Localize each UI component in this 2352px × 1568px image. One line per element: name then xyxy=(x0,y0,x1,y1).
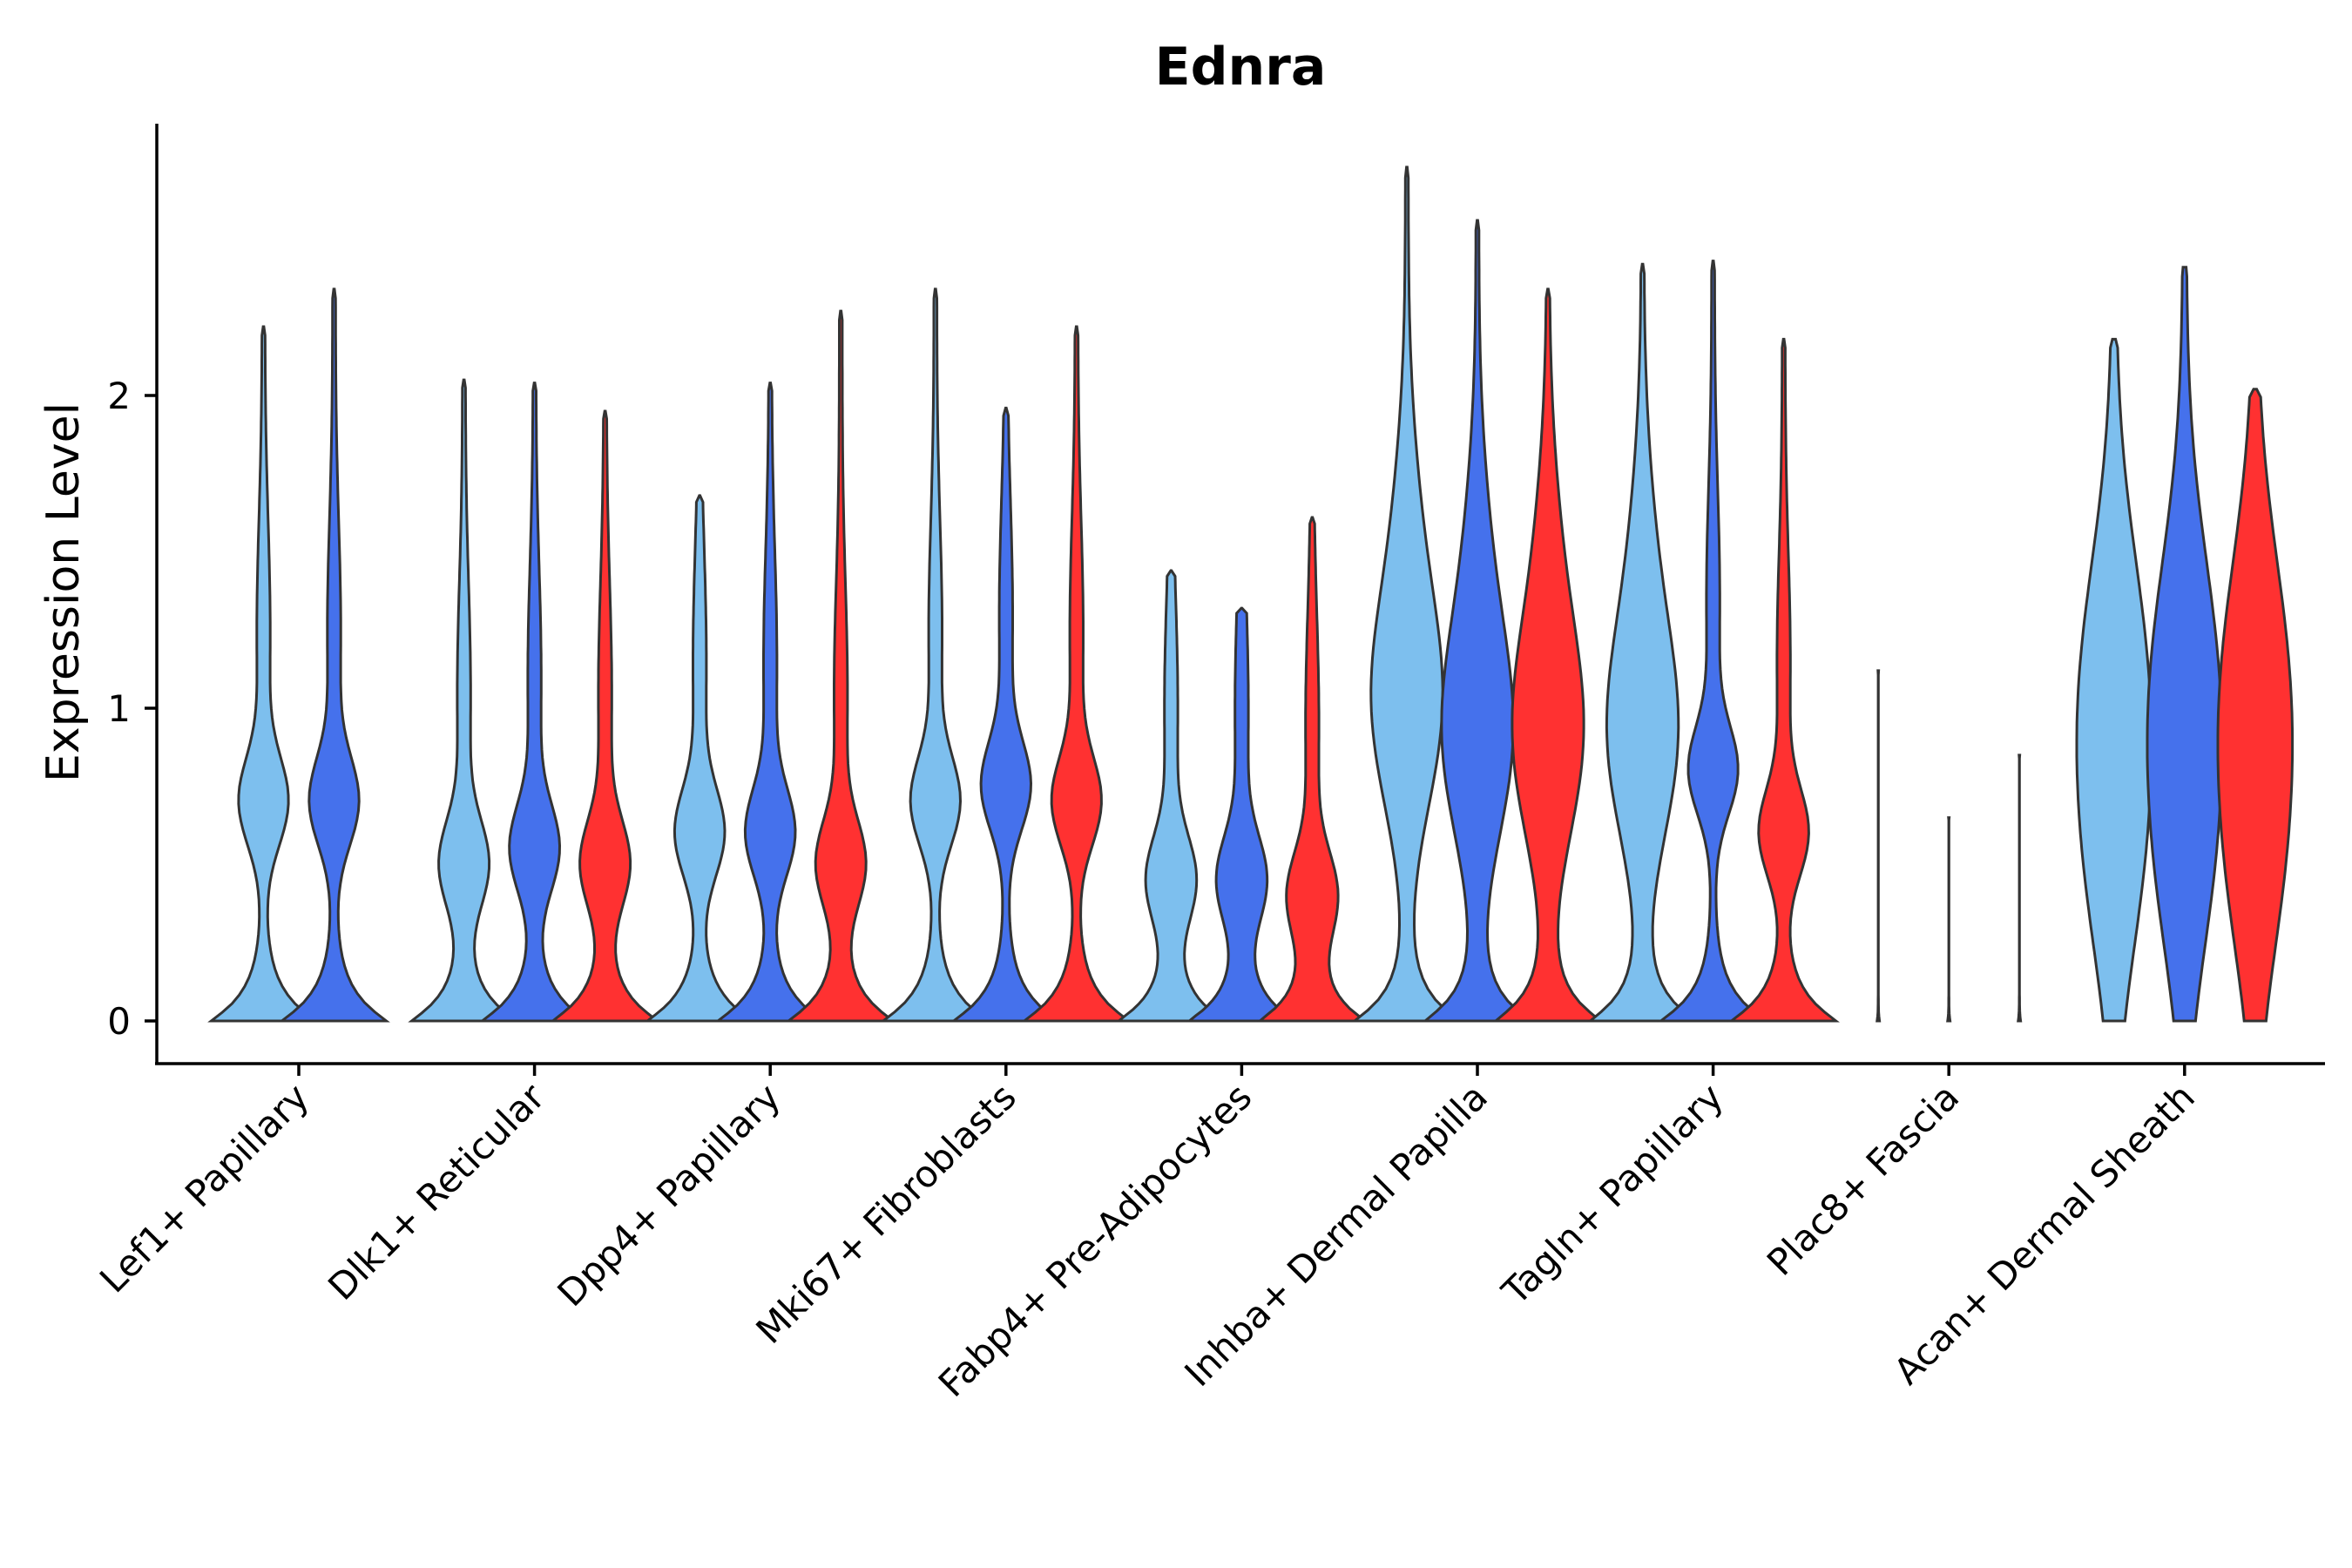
violin-g2 xyxy=(713,382,827,1023)
violin-g2 xyxy=(1657,260,1769,1023)
violin-g2 xyxy=(1186,606,1298,1023)
x-tick-label: Plac8+ Fascia xyxy=(1759,1075,1967,1283)
violin-g1 xyxy=(207,325,320,1023)
violin-g2 xyxy=(478,382,591,1023)
violin-g2 xyxy=(1421,219,1534,1023)
x-tick-label: Dpp4+ Papillary xyxy=(549,1075,788,1315)
axes xyxy=(155,124,2325,1065)
x-tick-label: Mki67+ Fibroblasts xyxy=(747,1075,1024,1351)
x-tick-label: Dlk1+ Reticular xyxy=(320,1075,553,1308)
chart-title: Ednra xyxy=(1155,37,1327,98)
y-ticks: 0 1 2 xyxy=(107,375,157,1043)
violin-g1 xyxy=(1350,166,1463,1023)
violin-g1 xyxy=(1876,669,1882,1023)
violin-g1 xyxy=(879,287,992,1023)
violin-g1 xyxy=(2075,337,2153,1023)
violin-g3 xyxy=(1491,287,1605,1023)
y-axis-label: Expression Level xyxy=(37,402,90,782)
violin-g3 xyxy=(784,309,897,1023)
violin-g2 xyxy=(1946,816,1952,1023)
violin-g3 xyxy=(2017,754,2023,1023)
violin-g3 xyxy=(1727,337,1840,1023)
violin-g3 xyxy=(2216,388,2295,1023)
violin-g3 xyxy=(1256,516,1369,1023)
violin-g1 xyxy=(1586,262,1699,1023)
y-tick-label: 0 xyxy=(107,1000,131,1043)
violin-g2 xyxy=(278,287,390,1023)
y-tick-label: 1 xyxy=(107,687,131,730)
x-tick-label: Tagln+ Papillary xyxy=(1493,1075,1731,1313)
violin-g2 xyxy=(2146,266,2224,1023)
violin-g1 xyxy=(643,494,756,1023)
violin-g3 xyxy=(1020,325,1133,1023)
y-tick-label: 2 xyxy=(107,375,131,417)
violin-g3 xyxy=(549,409,661,1023)
violin-g1 xyxy=(1115,569,1227,1023)
violin-g2 xyxy=(950,406,1063,1023)
violin-g1 xyxy=(408,378,520,1023)
violin-layer xyxy=(207,166,2295,1023)
x-tick-label: Lef1+ Papillary xyxy=(91,1075,317,1301)
